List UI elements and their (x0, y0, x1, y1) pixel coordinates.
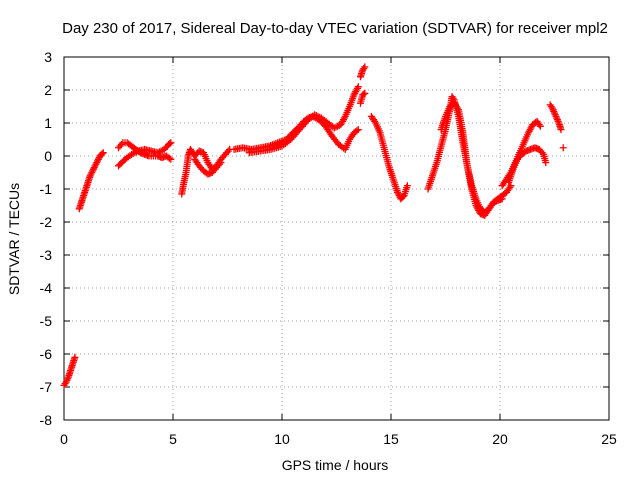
y-tick-label: -2 (40, 214, 53, 230)
data-point (312, 112, 320, 120)
x-tick-label: 15 (383, 431, 399, 447)
data-point (553, 116, 561, 124)
data-point (64, 375, 72, 383)
data-point (166, 140, 174, 148)
data-point (554, 117, 562, 125)
x-axis-label: GPS time / hours (282, 457, 389, 473)
data-point (340, 114, 348, 122)
x-tick-label: 5 (169, 431, 177, 447)
data-point (551, 109, 558, 117)
data-point (88, 169, 96, 176)
data-point (394, 188, 402, 196)
data-marks (60, 63, 567, 389)
data-point (165, 154, 173, 162)
data-point (506, 183, 514, 191)
data-point (354, 83, 362, 91)
data-point (62, 378, 70, 386)
data-point (551, 111, 559, 119)
data-point (217, 159, 225, 167)
y-tick-label: 1 (44, 115, 52, 131)
data-point (371, 117, 379, 125)
y-axis-label: SDTVAR / TECUs (6, 183, 22, 295)
data-point (94, 157, 102, 165)
y-tick-label: -7 (40, 379, 53, 395)
chart-title: Day 230 of 2017, Sidereal Day-to-day VTE… (62, 20, 608, 37)
data-point (89, 167, 97, 175)
data-point (131, 149, 139, 157)
x-tick-label: 10 (274, 431, 290, 447)
data-point (92, 160, 100, 168)
data-point (403, 182, 411, 190)
data-point (157, 147, 165, 155)
x-tick-label: 25 (601, 431, 617, 447)
data-point (71, 353, 79, 361)
data-point (167, 155, 175, 163)
data-point (449, 94, 457, 102)
data-point (498, 195, 506, 203)
data-point (361, 89, 369, 97)
y-tick-label: -3 (40, 247, 53, 263)
data-point (94, 155, 102, 163)
data-point (99, 149, 107, 157)
data-point (90, 164, 98, 172)
data-point (394, 190, 402, 198)
data-point (128, 150, 136, 158)
data-point (548, 104, 556, 112)
data-point (538, 149, 546, 157)
data-point (132, 148, 140, 156)
data-point (354, 126, 362, 134)
y-tick-label: -1 (40, 181, 53, 197)
data-point (353, 127, 361, 135)
data-point (93, 159, 101, 167)
data-point (542, 159, 550, 167)
x-tick-label: 20 (492, 431, 508, 447)
data-point (167, 139, 175, 147)
data-point (360, 65, 368, 73)
data-point (155, 148, 163, 156)
y-tick-label: -6 (40, 346, 53, 362)
data-point (89, 165, 97, 173)
data-point (87, 170, 95, 178)
y-tick-label: -4 (40, 280, 53, 296)
data-point (361, 63, 369, 71)
data-point (154, 149, 162, 157)
data-point (535, 121, 543, 129)
data-point (536, 122, 544, 130)
plot-frame (63, 56, 610, 421)
data-point (86, 172, 94, 180)
data-point (63, 376, 71, 384)
data-point (224, 147, 232, 155)
y-tick-label: -8 (40, 412, 53, 428)
y-tick-label: -5 (40, 313, 53, 329)
data-point (553, 114, 561, 122)
y-tick-label: 2 (44, 82, 52, 98)
data-point (314, 112, 322, 120)
data-point (360, 90, 368, 98)
data-point (330, 124, 338, 132)
y-tick-label: 3 (44, 49, 52, 65)
data-point (550, 107, 558, 115)
data-point (129, 150, 137, 158)
data-point (557, 126, 565, 134)
data-point (353, 84, 361, 92)
data-point (98, 150, 106, 158)
data-point (549, 106, 557, 114)
data-point (552, 112, 560, 120)
data-point (559, 144, 567, 152)
data-point (117, 140, 125, 148)
data-point (216, 160, 224, 168)
data-point (334, 122, 342, 130)
data-point (453, 104, 461, 112)
data-point (91, 162, 99, 170)
y-tick-label: 0 (44, 148, 52, 164)
data-point (311, 111, 319, 119)
axis-ticks: 0 5 10 15 20 25 -8 -7 -6 -5 -4 -3 -2 -1 0 1 2 3 (40, 49, 617, 447)
x-tick-label: 0 (60, 431, 68, 447)
data-point (332, 123, 340, 131)
grid (64, 57, 609, 420)
